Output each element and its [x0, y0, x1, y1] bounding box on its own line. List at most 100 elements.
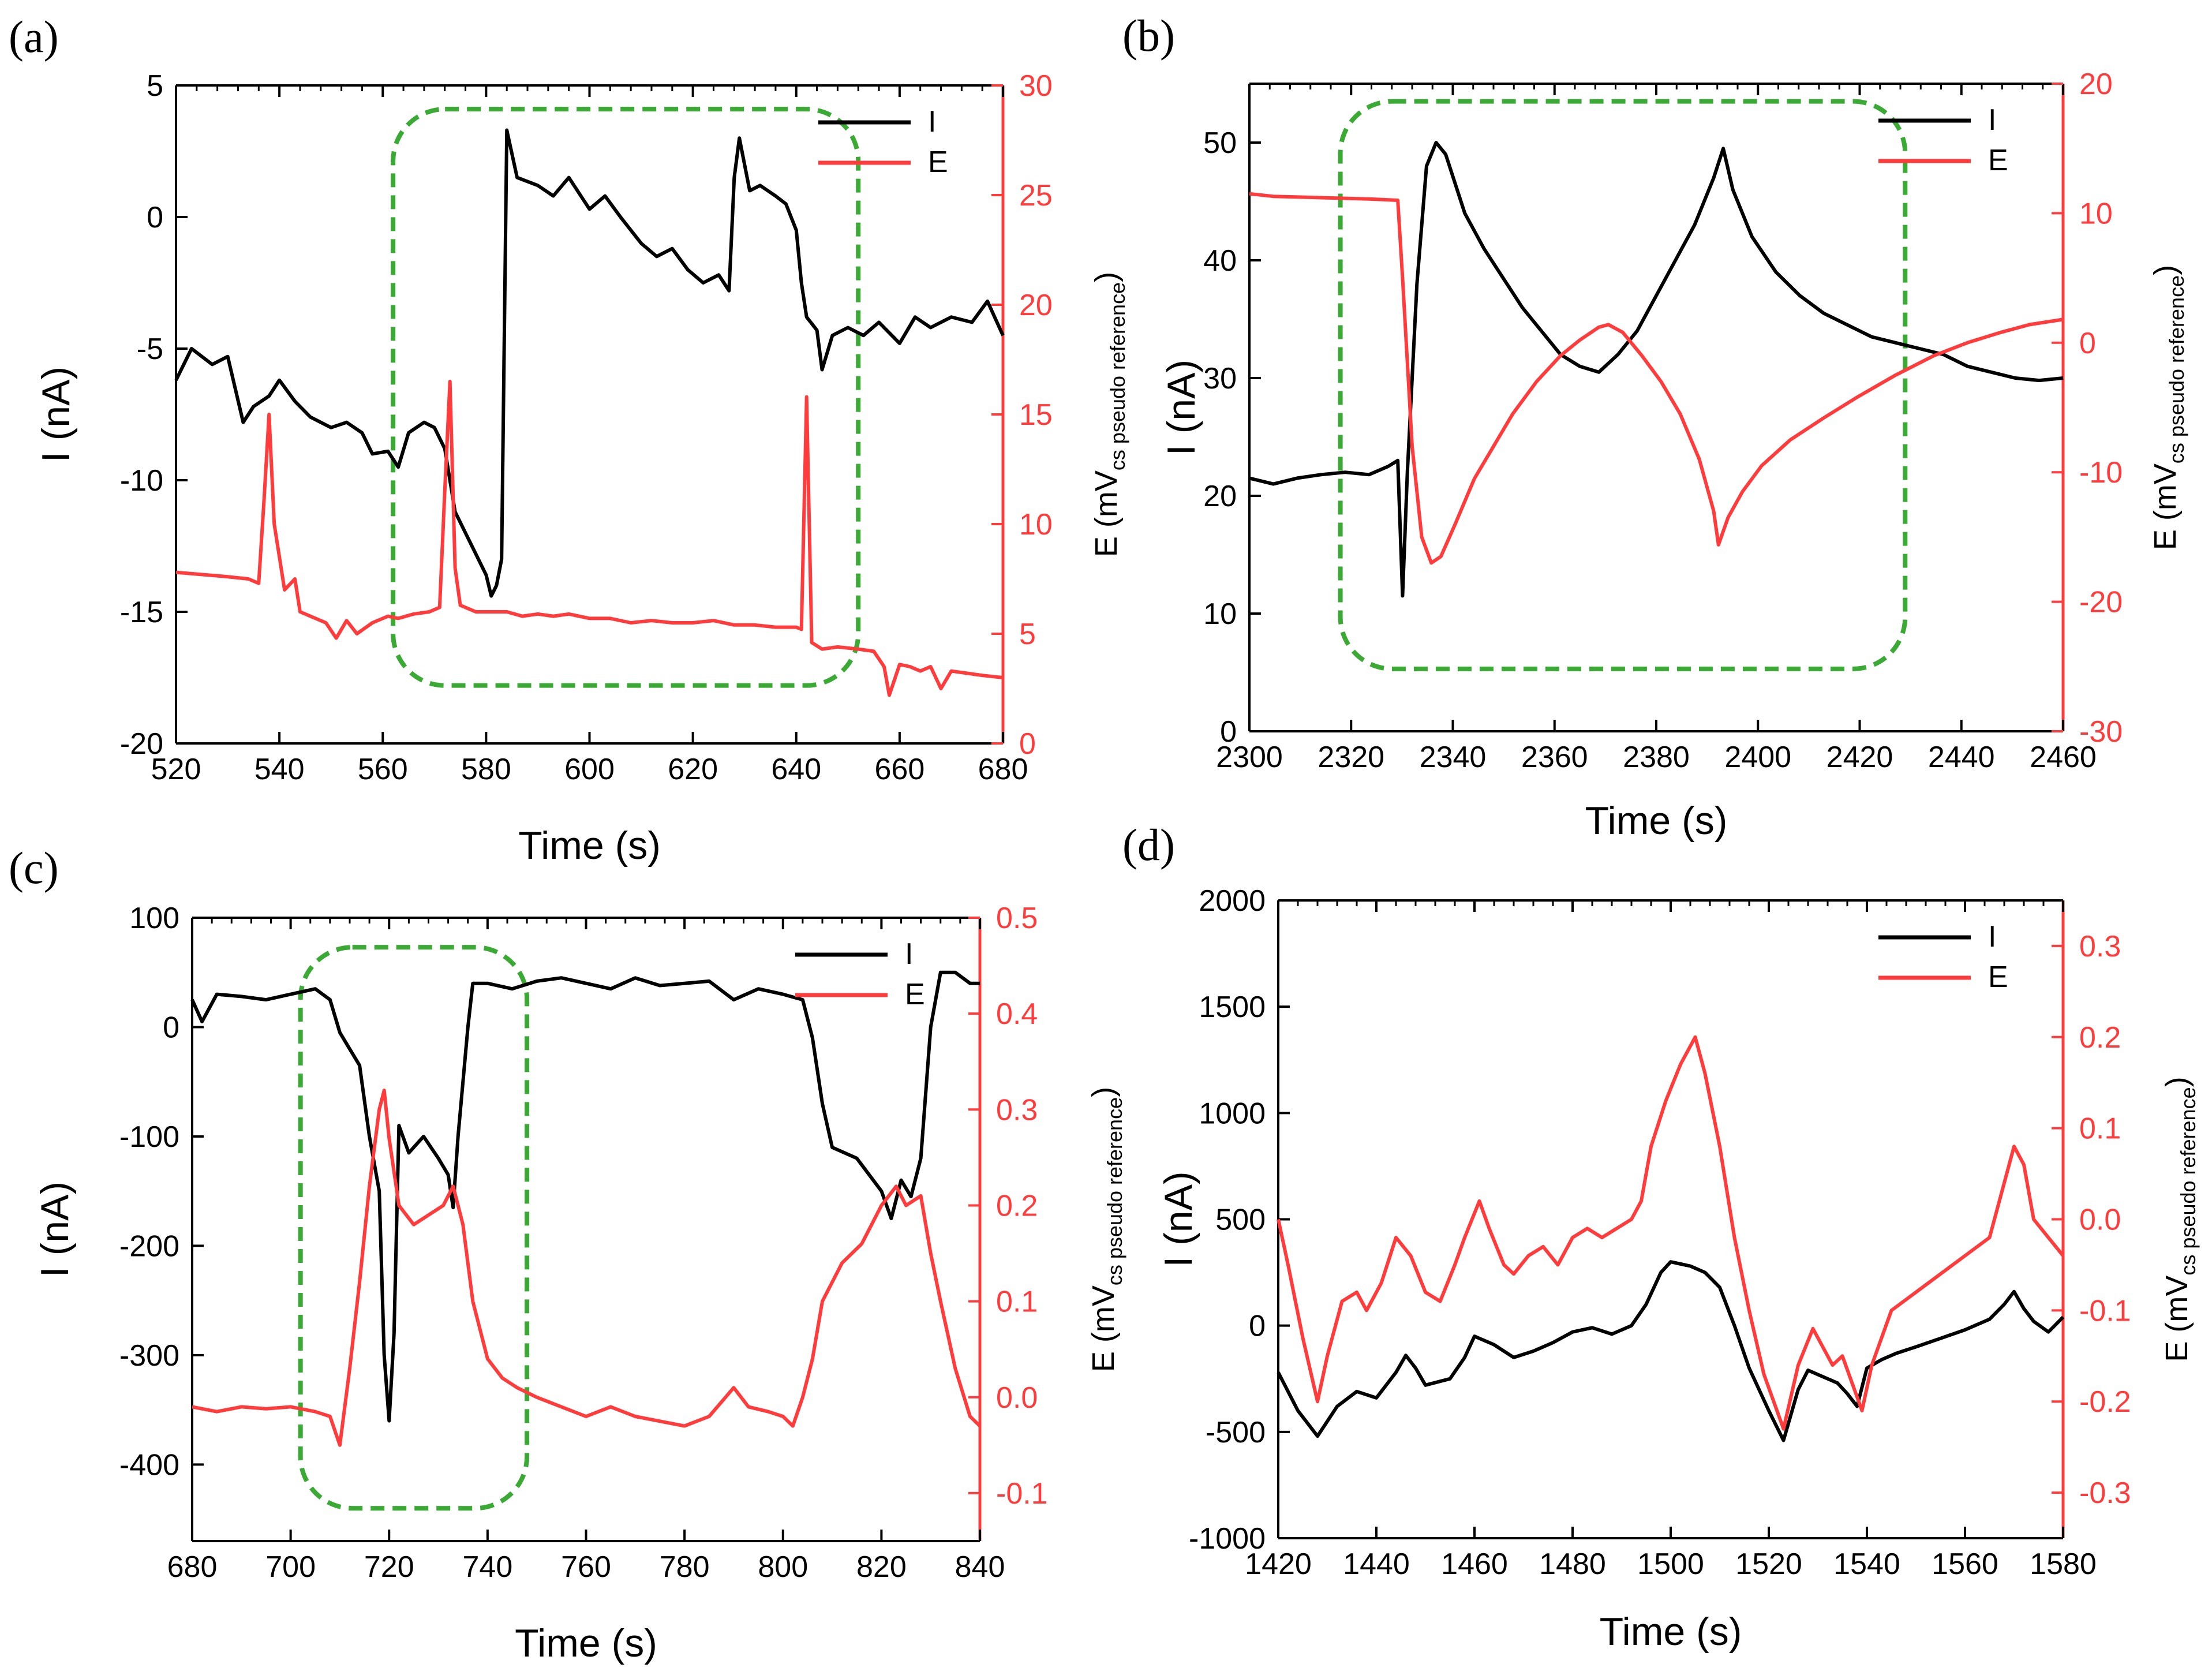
- x-tick-label: 2400: [1724, 741, 1791, 774]
- legend-label: I: [905, 937, 913, 971]
- y2-tick-label: 15: [1019, 398, 1053, 432]
- chart-panel-a: (a)520 540 560 580 600 620 640 660 680-20-15-10-…: [9, 12, 1129, 868]
- panel-label: (b): [1122, 10, 1175, 61]
- y-tick-label: 20: [1203, 480, 1237, 513]
- y2-tick-label: 5: [1019, 618, 1036, 651]
- y2-axis-title-end: ): [1089, 272, 1124, 282]
- y2-axis-title-end: ): [1086, 1087, 1121, 1097]
- y2-tick-label: 20: [1019, 289, 1053, 322]
- y2-tick-label: -10: [2079, 456, 2123, 489]
- y2-axis-title: E (mVcs pseudo reference): [1086, 1087, 1126, 1372]
- y2-axis-title-main: E (mV: [1089, 470, 1124, 557]
- x-tick-label: 2320: [1318, 741, 1384, 774]
- y2-axis-title: E (mVcs pseudo reference): [2148, 265, 2188, 550]
- series-line-e: [1249, 192, 2064, 565]
- y2-axis-title-subscript: cs pseudo reference: [1106, 282, 1129, 470]
- y-tick-label: -15: [120, 596, 163, 629]
- x-tick-label: 760: [561, 1550, 611, 1584]
- chart-panel-d: (d) 1420 1440 1460 1480 1500 1520 1540 1560 1580 -…: [1122, 820, 2200, 1654]
- x-tick-label: 2440: [1928, 741, 1995, 774]
- x-axis-title: Time (s): [1600, 1610, 1742, 1654]
- y-tick-label: 1500: [1199, 990, 1266, 1024]
- y-axis-title: I (nA): [1159, 360, 1203, 455]
- x-tick-label: 660: [874, 753, 925, 786]
- y2-axis-title-main: E (mV: [2148, 463, 2183, 550]
- y-axis-title: I (nA): [33, 1182, 77, 1277]
- y2-tick-label: 0.0: [2079, 1203, 2121, 1237]
- y2-tick-label: 20: [2079, 68, 2113, 101]
- y-axis-title: I (nA): [34, 367, 78, 462]
- legend-label: E: [1988, 960, 2008, 994]
- y-tick-label: 2000: [1199, 884, 1266, 918]
- y-tick-label: -300: [119, 1339, 179, 1373]
- x-tick-label: 520: [151, 753, 201, 786]
- y-tick-label: -10: [120, 464, 163, 498]
- x-tick-label: 2380: [1623, 741, 1690, 774]
- y2-tick-label: -0.1: [2079, 1294, 2131, 1328]
- x-tick-label: 2460: [2030, 741, 2097, 774]
- y2-axis-title-end: ): [2148, 265, 2183, 275]
- y2-tick-label: 30: [1019, 69, 1053, 103]
- series-line-i: [1249, 141, 2064, 598]
- x-tick-label: 640: [771, 753, 821, 786]
- y2-tick-label: 0.2: [996, 1189, 1038, 1222]
- y-tick-label: 10: [1203, 597, 1237, 631]
- x-tick-label: 1420: [1245, 1547, 1312, 1581]
- y2-tick-label: 25: [1019, 179, 1053, 212]
- x-tick-label: 1560: [1932, 1547, 1998, 1581]
- y-tick-label: -400: [119, 1448, 179, 1482]
- y2-tick-label: 10: [1019, 508, 1053, 541]
- y2-tick-label: 0.1: [2079, 1112, 2121, 1146]
- x-tick-label: 800: [758, 1550, 808, 1584]
- y-tick-label: -200: [119, 1229, 179, 1263]
- y-tick-label: 30: [1203, 362, 1237, 395]
- y2-tick-label: 0: [2079, 327, 2096, 360]
- legend-label: E: [905, 978, 925, 1011]
- panel-label: (d): [1122, 820, 1175, 870]
- y2-axis-title: E (mVcs pseudo reference): [1089, 272, 1129, 557]
- x-tick-label: 680: [167, 1550, 218, 1584]
- y-tick-label: 100: [129, 902, 179, 935]
- x-tick-label: 560: [358, 753, 408, 786]
- x-tick-label: 700: [265, 1550, 316, 1584]
- y-tick-label: 50: [1203, 126, 1237, 160]
- y2-tick-label: 0.3: [996, 1093, 1038, 1127]
- y2-tick-label: -30: [2079, 715, 2123, 749]
- y-tick-label: -20: [120, 727, 163, 761]
- highlight-region: [298, 945, 530, 1511]
- series-line-e: [1277, 1035, 2065, 1431]
- x-axis-title: Time (s): [1585, 799, 1728, 843]
- x-tick-label: 1480: [1539, 1547, 1606, 1581]
- y2-tick-label: 0.4: [996, 997, 1038, 1031]
- panel-label: (a): [9, 12, 59, 62]
- x-axis-title: Time (s): [518, 824, 661, 868]
- x-tick-label: 840: [955, 1550, 1005, 1584]
- chart-panel-b: (b) 2300 2320 2340 2360 2380 2400 2420 2440 2460 0…: [1122, 10, 2188, 843]
- x-tick-label: 540: [254, 753, 305, 786]
- x-tick-label: 2340: [1420, 741, 1487, 774]
- legend-label: I: [928, 105, 936, 139]
- y2-axis-title-subscript: cs pseudo reference: [2165, 275, 2188, 463]
- y-tick-label: 5: [147, 69, 163, 103]
- panel-label: (c): [9, 843, 59, 893]
- y-tick-label: -500: [1206, 1416, 1266, 1449]
- y2-axis-title: E (mVcs pseudo reference): [2159, 1076, 2200, 1362]
- x-tick-label: 1440: [1343, 1547, 1410, 1581]
- legend-label: E: [1988, 144, 2008, 177]
- y2-tick-label: 0.5: [996, 902, 1038, 935]
- y2-tick-label: 0.0: [996, 1381, 1038, 1415]
- y-tick-label: -100: [119, 1120, 179, 1154]
- x-tick-label: 820: [856, 1550, 907, 1584]
- y2-tick-label: 0.3: [2079, 930, 2121, 963]
- y-tick-label: -1000: [1189, 1522, 1266, 1556]
- x-tick-label: 2300: [1216, 741, 1283, 774]
- highlight-region: [1338, 99, 1908, 671]
- y2-axis-title-end: ): [2159, 1076, 2194, 1087]
- y-tick-label: 0: [147, 201, 163, 234]
- x-tick-label: 600: [564, 753, 615, 786]
- y-tick-label: 0: [1220, 715, 1237, 749]
- y2-tick-label: -0.3: [2079, 1476, 2131, 1510]
- y-axis-title: I (nA): [1156, 1171, 1200, 1267]
- x-tick-label: 1500: [1637, 1547, 1704, 1581]
- legend-label: I: [1988, 920, 1996, 954]
